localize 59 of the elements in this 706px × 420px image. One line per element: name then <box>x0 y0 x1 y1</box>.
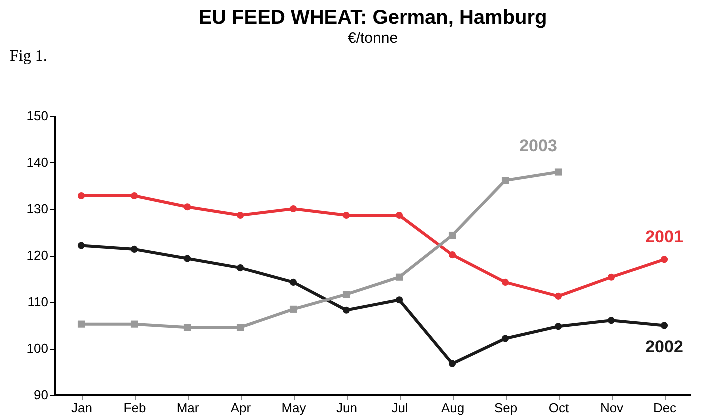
x-tick-label: Apr <box>230 400 252 416</box>
point <box>78 242 86 250</box>
point <box>236 264 244 272</box>
point <box>78 192 86 200</box>
x-tick-label: Oct <box>548 400 570 416</box>
chart-title: EU FEED WHEAT: German, Hamburg <box>198 7 548 29</box>
x-tick-label: Dec <box>653 400 678 416</box>
x-tick-label: Jan <box>72 400 92 416</box>
x-tick-label: Jul <box>392 400 408 416</box>
point <box>660 256 668 264</box>
point <box>396 274 404 281</box>
point <box>554 168 562 176</box>
point <box>130 192 138 200</box>
y-tick-label: 100 <box>26 341 48 356</box>
point <box>236 324 244 332</box>
y-tick-label: 110 <box>28 294 48 310</box>
point <box>290 205 298 213</box>
series-label: 2002 <box>646 338 684 357</box>
point <box>448 360 456 368</box>
point <box>608 274 616 281</box>
point <box>608 317 616 324</box>
point <box>184 324 192 332</box>
point <box>396 212 404 220</box>
point <box>502 335 510 342</box>
y-tick-label: 120 <box>26 248 48 263</box>
point <box>554 323 562 330</box>
x-tick-label: Feb <box>124 400 146 416</box>
point <box>448 252 456 259</box>
point <box>290 278 298 286</box>
point <box>184 255 192 262</box>
series-label: 2003 <box>520 136 558 156</box>
point <box>396 296 404 304</box>
point <box>236 212 244 220</box>
x-tick-label: Mar <box>176 400 200 416</box>
point <box>130 320 138 328</box>
point <box>502 278 510 286</box>
x-tick-label: Jun <box>336 400 358 416</box>
point <box>502 177 510 184</box>
y-tick-label: 140 <box>26 155 48 170</box>
point <box>130 246 138 253</box>
chart-subtitle: €/tonne <box>348 30 398 47</box>
y-tick-label: 150 <box>26 108 48 124</box>
x-tick-label: May <box>282 400 307 416</box>
x-tick-label: Sep <box>494 400 518 416</box>
x-tick-label: Aug <box>441 400 465 416</box>
point <box>78 320 86 328</box>
point <box>342 291 350 298</box>
y-tick-label: 130 <box>26 202 48 216</box>
point <box>448 232 456 240</box>
x-tick-label: Nov <box>600 400 624 416</box>
point <box>554 292 562 300</box>
point <box>660 322 668 330</box>
point <box>290 306 298 313</box>
y-tick-label: 90 <box>34 388 48 402</box>
caption: Fig 1. <box>10 48 48 65</box>
series-label: 2001 <box>646 228 684 247</box>
point <box>342 306 350 314</box>
point <box>342 212 350 220</box>
point <box>184 204 192 211</box>
